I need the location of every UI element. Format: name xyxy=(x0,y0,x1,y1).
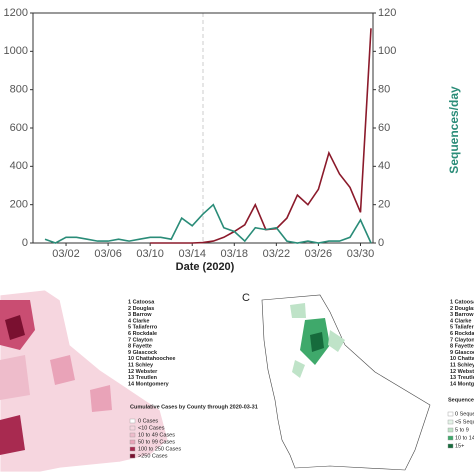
legend-entry: 0 Cases xyxy=(138,418,158,424)
legend-entry: >250 Cases xyxy=(138,453,168,459)
county-list-item: 12 Webster xyxy=(128,369,158,375)
y-tick-label: 1000 xyxy=(4,45,28,57)
county-list-item: 2 Douglas xyxy=(450,306,474,312)
legend-swatch xyxy=(447,411,454,417)
x-tick-label: 03/02 xyxy=(52,248,80,260)
y-tick-label: 800 xyxy=(10,84,28,96)
y2-tick-label: 20 xyxy=(378,199,390,211)
county-list-item: 14 Montgomery xyxy=(128,381,170,387)
county-list-item: 7 Clayton xyxy=(450,337,474,343)
x-tick-label: 03/26 xyxy=(305,248,333,260)
legend-swatch xyxy=(447,435,454,441)
county-list-item: 14 Montgomery xyxy=(450,381,474,387)
legend-swatch xyxy=(447,419,454,425)
legend-swatch xyxy=(129,418,136,424)
y2-tick-label: 100 xyxy=(378,45,396,57)
y2-tick-label: 120 xyxy=(378,7,396,19)
county-list-item: 3 Barrow xyxy=(450,312,474,318)
county-list-item: 12 Webster xyxy=(450,369,474,375)
county-list-item: 10 Chattahoochee xyxy=(128,356,175,362)
county-list-item: 13 Treutlen xyxy=(128,375,158,381)
y2-axis-label: Sequences/day xyxy=(447,86,461,174)
county-list-item: 9 Glascock xyxy=(128,350,158,356)
cases-map xyxy=(0,289,169,473)
county-list-item: 7 Clayton xyxy=(128,337,153,343)
legend-swatch xyxy=(129,439,136,445)
y2-tick-label: 40 xyxy=(378,160,390,172)
county-list-item: 5 Taliaferro xyxy=(128,325,158,331)
legend-swatch xyxy=(129,425,136,431)
legend-entry: <5 Sequences xyxy=(455,419,474,425)
y2-tick-label: 0 xyxy=(378,237,384,249)
panel-label: C xyxy=(242,292,250,304)
county-list-item: 5 Taliaferro xyxy=(450,325,474,331)
case-legend-title: Cumulative Cases by County through 2020-… xyxy=(130,404,258,410)
legend-swatch xyxy=(129,453,136,459)
legend-entry: 15+ xyxy=(455,443,464,449)
county-list-item: 11 Schley xyxy=(450,362,474,368)
x-axis-label: Date (2020) xyxy=(176,261,235,273)
county-list-item: 8 Fayette xyxy=(450,344,474,350)
legend-entry: 100 to 250 Cases xyxy=(138,446,181,452)
x-tick-label: 03/06 xyxy=(94,248,122,260)
legend-swatch xyxy=(129,432,136,438)
series-line xyxy=(150,28,372,244)
sequence-legend-title: Sequences xyxy=(448,397,474,403)
legend-entry: 5 to 9 xyxy=(455,427,469,433)
county-list-item: 6 Rockdale xyxy=(450,331,474,337)
x-tick-label: 03/22 xyxy=(263,248,291,260)
county-list-item: 11 Schley xyxy=(128,362,154,368)
x-tick-label: 03/14 xyxy=(178,248,206,260)
y-tick-label: 600 xyxy=(10,122,28,134)
county-list-item: 9 Glascock xyxy=(450,350,474,356)
county-list-item: 1 Catoosa xyxy=(128,299,155,305)
sequences-map xyxy=(261,294,431,471)
y2-tick-label: 80 xyxy=(378,84,390,96)
county-list-item: 8 Fayette xyxy=(128,344,152,350)
y-tick-label: 200 xyxy=(10,199,28,211)
y2-tick-label: 60 xyxy=(378,122,390,134)
county-list-item: 10 Chattahoochee xyxy=(450,356,474,362)
county-list-item: 3 Barrow xyxy=(128,312,152,318)
legend-swatch xyxy=(447,443,454,449)
x-tick-label: 03/30 xyxy=(347,248,375,260)
county-list-item: 13 Treutlen xyxy=(450,375,474,381)
legend-swatch xyxy=(129,446,136,452)
legend-entry: 0 Sequences xyxy=(455,411,474,417)
county-list-item: 1 Catoosa xyxy=(450,299,474,305)
x-tick-label: 03/18 xyxy=(221,248,249,260)
legend-entry: <10 Cases xyxy=(138,425,165,431)
y-tick-label: 400 xyxy=(10,160,28,172)
series-line xyxy=(44,203,372,244)
y-tick-label: 0 xyxy=(22,237,28,249)
legend-entry: 10 to 49 Cases xyxy=(138,432,175,438)
county-list-item: 4 Clarke xyxy=(450,318,471,324)
x-tick-label: 03/10 xyxy=(136,248,164,260)
legend-entry: 50 to 99 Cases xyxy=(138,439,175,445)
county-list-item: 2 Douglas xyxy=(128,306,154,312)
legend-swatch xyxy=(447,427,454,433)
legend-entry: 10 to 14 xyxy=(455,435,474,441)
county-list-item: 4 Clarke xyxy=(128,318,149,324)
county-list-item: 6 Rockdale xyxy=(128,331,157,337)
y-tick-label: 1200 xyxy=(4,7,28,19)
